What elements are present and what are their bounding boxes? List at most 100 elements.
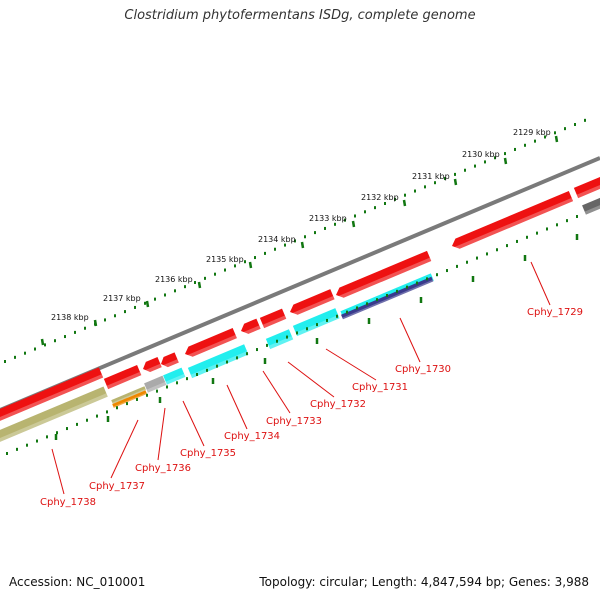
inner-tick-dot bbox=[226, 360, 228, 364]
inner-tick-dot bbox=[426, 277, 428, 281]
outer-tick-dot bbox=[164, 293, 166, 297]
outer-major-tick bbox=[145, 300, 150, 308]
inner-tick-dot bbox=[346, 310, 348, 314]
inner-tick-dot bbox=[246, 352, 248, 356]
gene-label-leader-line bbox=[110, 419, 139, 479]
outer-tick-dot bbox=[64, 335, 66, 339]
tick-label-2131: 2131 kbp bbox=[412, 172, 450, 181]
inner-tick-dot bbox=[176, 381, 178, 385]
outer-tick-dot bbox=[524, 143, 526, 147]
inner-tick-dot bbox=[406, 285, 408, 289]
outer-tick-dot bbox=[244, 260, 246, 264]
outer-tick-dot bbox=[514, 147, 516, 151]
inner-tick-dot bbox=[306, 327, 308, 331]
outer-major-tick bbox=[197, 281, 202, 289]
feature-cphy-1730-navy bbox=[341, 276, 434, 320]
gene-label-cphy-1734: Cphy_1734 bbox=[224, 431, 280, 442]
cds-next-red bbox=[573, 176, 600, 199]
inner-tick-dot bbox=[136, 397, 138, 401]
cds-cphy-1730-red bbox=[336, 250, 432, 298]
inner-tick-dot bbox=[336, 314, 338, 318]
scale-tick-labels: 2129 kbp 2130 kbp 2131 kbp 2132 kbp 2133… bbox=[51, 128, 551, 322]
inner-tick-dot bbox=[446, 269, 448, 273]
outer-tick-dot bbox=[574, 122, 576, 126]
tick-label-2130: 2130 kbp bbox=[462, 150, 500, 159]
outer-tick-dot bbox=[564, 127, 566, 131]
outer-tick-dot bbox=[74, 330, 76, 334]
outer-tick-dot bbox=[444, 177, 446, 181]
inner-tick-dot bbox=[496, 248, 498, 252]
gene-label-cphy-1737: Cphy_1737 bbox=[89, 481, 145, 492]
outer-major-tick bbox=[40, 338, 45, 346]
gene-label-cphy-1736: Cphy_1736 bbox=[135, 463, 191, 474]
inner-tick-dot bbox=[186, 377, 188, 381]
inner-tick-dot bbox=[546, 227, 548, 231]
inner-tick-dot bbox=[16, 447, 18, 451]
outer-tick-dot bbox=[124, 310, 126, 314]
outer-tick-dot bbox=[374, 206, 376, 210]
inner-tick-dot bbox=[386, 293, 388, 297]
gene-label-cphy-1731: Cphy_1731 bbox=[352, 382, 408, 393]
tick-label-2133: 2133 kbp bbox=[309, 214, 347, 223]
outer-tick-dot bbox=[364, 210, 366, 214]
cds-cphy-1735-red bbox=[161, 352, 179, 368]
gene-label-cphy-1735: Cphy_1735 bbox=[180, 448, 236, 459]
inner-tick-dot bbox=[196, 372, 198, 376]
outer-tick-dot bbox=[534, 139, 536, 143]
outer-major-tick bbox=[300, 241, 305, 249]
outer-major-tick bbox=[351, 220, 356, 228]
feature-next-grey bbox=[582, 197, 600, 215]
inner-tick-dot bbox=[536, 231, 538, 235]
outer-tick-dot bbox=[224, 268, 226, 272]
genome-summary-label: Topology: circular; Length: 4,847,594 bp… bbox=[259, 575, 589, 589]
outer-tick-dot bbox=[174, 289, 176, 293]
inner-tick-dot bbox=[356, 306, 358, 310]
outer-tick-dot bbox=[214, 272, 216, 276]
tick-label-2136: 2136 kbp bbox=[155, 275, 193, 284]
inner-tick-dot bbox=[396, 289, 398, 293]
outer-tick-dot bbox=[434, 181, 436, 185]
gene-label-cphy-1732: Cphy_1732 bbox=[310, 399, 366, 410]
outer-tick-dot bbox=[304, 235, 306, 239]
inner-tick-dot bbox=[296, 331, 298, 335]
cds-cphy-1734-red bbox=[185, 328, 237, 357]
inner-tick-dot bbox=[206, 368, 208, 372]
outer-tick-dot bbox=[54, 339, 56, 343]
inner-tick-dot bbox=[276, 339, 278, 343]
outer-tick-dot bbox=[504, 152, 506, 156]
inner-tick-dot bbox=[506, 244, 508, 248]
inner-tick-dot bbox=[126, 402, 128, 406]
outer-tick-dot bbox=[344, 218, 346, 222]
figure-title: Clostridium phytofermentans ISDg, comple… bbox=[124, 8, 476, 23]
outer-tick-dot bbox=[334, 222, 336, 226]
feature-cphy-1738-olive bbox=[0, 386, 108, 442]
inner-tick-dot bbox=[166, 385, 168, 389]
gene-label-leader-line bbox=[287, 361, 335, 398]
outer-tick-dot bbox=[404, 193, 406, 197]
outer-tick-dot bbox=[34, 347, 36, 351]
inner-tick-dot bbox=[96, 414, 98, 418]
outer-major-tick bbox=[503, 157, 508, 165]
inner-tick-dot bbox=[56, 431, 58, 435]
genome-backbone bbox=[0, 156, 600, 412]
inner-tick-dot bbox=[36, 439, 38, 443]
inner-tick-dot bbox=[416, 281, 418, 285]
outer-tick-dot bbox=[14, 355, 16, 359]
outer-major-tick bbox=[248, 261, 253, 269]
gene-label-leader-line bbox=[182, 400, 205, 447]
outer-scale-ticks bbox=[4, 118, 586, 363]
inner-tick-dot bbox=[256, 348, 258, 352]
outer-major-tick bbox=[453, 178, 458, 186]
inner-tick-dot bbox=[6, 452, 8, 455]
inner-scale-ticks bbox=[6, 214, 579, 455]
outer-tick-dot bbox=[44, 343, 46, 347]
cds-cphy-1733-red bbox=[241, 318, 261, 334]
inner-tick-dot bbox=[86, 418, 88, 422]
cds-cphy-1736-red bbox=[143, 356, 162, 372]
inner-tick-dot bbox=[366, 302, 368, 306]
outer-tick-dot bbox=[184, 285, 186, 289]
outer-tick-dot bbox=[394, 197, 396, 201]
feature-cphy-1735-cyan bbox=[163, 367, 186, 385]
